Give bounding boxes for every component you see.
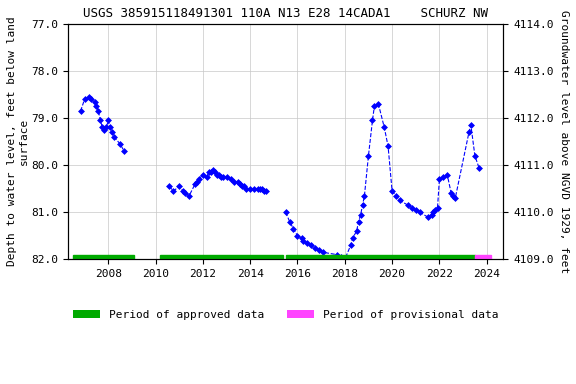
Y-axis label: Groundwater level above NGVD 1929, feet: Groundwater level above NGVD 1929, feet	[559, 10, 569, 273]
Bar	[73, 255, 134, 264]
Y-axis label: Depth to water level, feet below land
surface: Depth to water level, feet below land su…	[7, 17, 29, 266]
Legend: Period of approved data, Period of provisional data: Period of approved data, Period of provi…	[68, 305, 503, 324]
Bar	[286, 255, 475, 264]
Title: USGS 385915118491301 110A N13 E28 14CADA1    SCHURZ NW: USGS 385915118491301 110A N13 E28 14CADA…	[83, 7, 488, 20]
Bar	[475, 255, 491, 264]
Bar	[160, 255, 283, 264]
